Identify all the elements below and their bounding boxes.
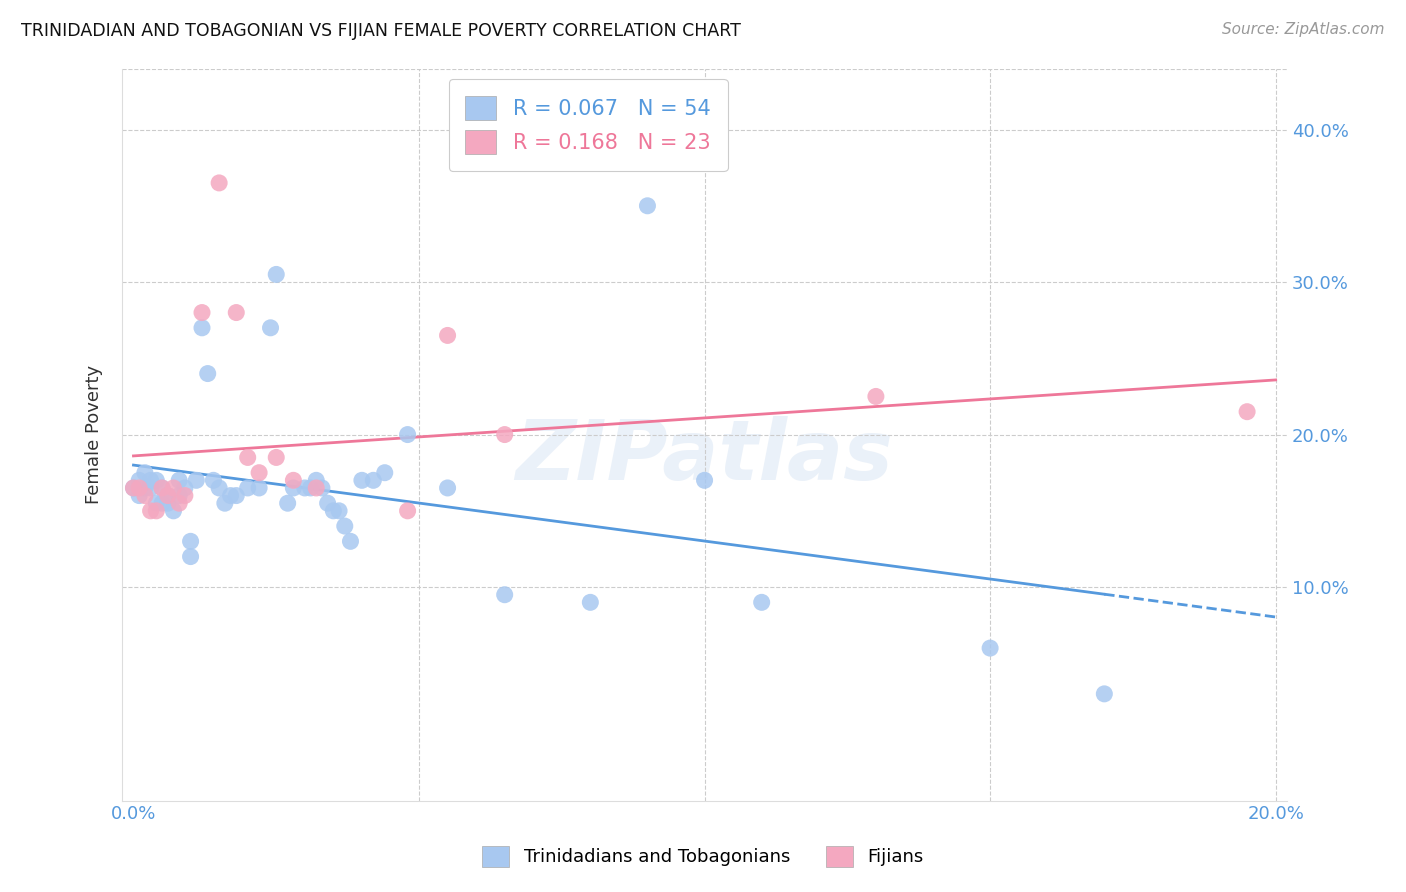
Point <box>162 481 184 495</box>
Point <box>322 504 344 518</box>
Point <box>259 320 281 334</box>
Point <box>191 305 214 319</box>
Point <box>979 641 1001 656</box>
Point <box>305 473 328 487</box>
Point <box>294 481 316 495</box>
Point <box>247 466 270 480</box>
Point <box>214 496 236 510</box>
Point <box>264 268 287 282</box>
Point <box>156 489 179 503</box>
Point <box>751 595 773 609</box>
Point <box>122 481 145 495</box>
Point <box>865 389 887 403</box>
Point <box>494 427 516 442</box>
Point <box>186 473 208 487</box>
Point <box>236 481 259 495</box>
Point <box>225 489 247 503</box>
Point <box>139 481 162 495</box>
Point <box>145 473 167 487</box>
Point <box>436 328 458 343</box>
Point <box>150 496 173 510</box>
Point <box>396 427 419 442</box>
Point <box>156 496 179 510</box>
Point <box>139 473 162 487</box>
Point <box>145 496 167 510</box>
Point <box>128 489 150 503</box>
Point <box>316 496 339 510</box>
Point <box>236 450 259 465</box>
Point <box>311 481 333 495</box>
Point <box>208 481 231 495</box>
Point <box>299 481 322 495</box>
Text: ZIPatlas: ZIPatlas <box>516 416 893 497</box>
Point <box>162 504 184 518</box>
Point <box>579 595 602 609</box>
Point <box>128 473 150 487</box>
Point <box>1236 405 1258 419</box>
Point <box>150 481 173 495</box>
Point <box>139 504 162 518</box>
Point <box>436 481 458 495</box>
Point <box>167 489 190 503</box>
Point <box>494 588 516 602</box>
Point <box>202 473 225 487</box>
Point <box>283 481 305 495</box>
Point <box>339 534 361 549</box>
Point <box>156 489 179 503</box>
Point <box>208 176 231 190</box>
Point <box>134 466 156 480</box>
Text: Source: ZipAtlas.com: Source: ZipAtlas.com <box>1222 22 1385 37</box>
Point <box>219 489 242 503</box>
Point <box>1092 687 1115 701</box>
Point <box>328 504 350 518</box>
Point <box>264 450 287 465</box>
Point <box>283 473 305 487</box>
Point <box>180 534 202 549</box>
Point <box>305 481 328 495</box>
Point <box>636 199 658 213</box>
Point <box>374 466 396 480</box>
Point <box>693 473 716 487</box>
Point <box>167 473 190 487</box>
Point <box>128 481 150 495</box>
Point <box>145 504 167 518</box>
Legend: Trinidadians and Tobagonians, Fijians: Trinidadians and Tobagonians, Fijians <box>475 838 931 874</box>
Point <box>173 481 195 495</box>
Point <box>333 519 356 533</box>
Point <box>173 489 195 503</box>
Point <box>247 481 270 495</box>
Point <box>122 481 145 495</box>
Text: TRINIDADIAN AND TOBAGONIAN VS FIJIAN FEMALE POVERTY CORRELATION CHART: TRINIDADIAN AND TOBAGONIAN VS FIJIAN FEM… <box>21 22 741 40</box>
Y-axis label: Female Poverty: Female Poverty <box>86 365 103 504</box>
Point <box>277 496 299 510</box>
Point <box>350 473 373 487</box>
Point <box>363 473 385 487</box>
Point <box>180 549 202 564</box>
Point <box>197 367 219 381</box>
Point <box>167 496 190 510</box>
Point <box>134 481 156 495</box>
Point <box>150 481 173 495</box>
Legend: R = 0.067   N = 54, R = 0.168   N = 23: R = 0.067 N = 54, R = 0.168 N = 23 <box>449 78 727 170</box>
Point <box>396 504 419 518</box>
Point <box>225 305 247 319</box>
Point <box>134 489 156 503</box>
Point <box>191 320 214 334</box>
